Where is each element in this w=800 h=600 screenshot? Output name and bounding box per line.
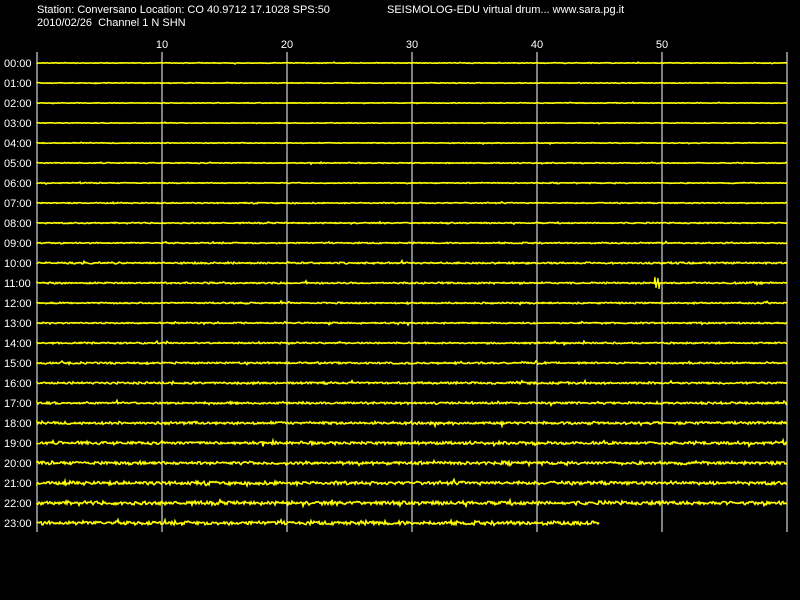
- hour-label: 05:00: [4, 158, 32, 170]
- hour-label: 11:00: [4, 278, 31, 290]
- trace-1100: [36, 279, 788, 287]
- hour-label: 10:00: [4, 258, 32, 270]
- hour-label: 15:00: [4, 358, 32, 370]
- hour-label: 12:00: [4, 298, 32, 310]
- trace-0100: [36, 81, 788, 85]
- x-tick-label: 40: [531, 39, 543, 51]
- trace-0900: [36, 240, 788, 245]
- trace-0400: [36, 141, 787, 146]
- hour-label: 02:00: [4, 98, 32, 110]
- trace-1900: [36, 437, 788, 449]
- hour-label: 19:00: [4, 438, 32, 450]
- hour-label: 09:00: [4, 238, 32, 250]
- trace-0800: [36, 220, 788, 226]
- x-tick-label: 20: [281, 39, 293, 51]
- trace-1200: [36, 299, 788, 306]
- trace-0300: [36, 121, 788, 125]
- x-tick-label: 30: [406, 39, 418, 51]
- hour-label: 21:00: [4, 478, 32, 490]
- trace-2000: [36, 458, 788, 468]
- x-tick-label: 50: [656, 39, 668, 51]
- trace-1400: [36, 339, 788, 347]
- hour-label: 03:00: [4, 118, 32, 130]
- trace-2100: [36, 477, 788, 488]
- hour-label: 17:00: [4, 398, 32, 410]
- date-channel-info: 2010/02/26 Channel 1 N SHN: [37, 17, 186, 29]
- trace-0000: [36, 61, 788, 65]
- hour-label: 04:00: [4, 138, 32, 150]
- hour-label: 16:00: [4, 378, 32, 390]
- trace-1500: [36, 359, 788, 367]
- trace-0600: [36, 180, 788, 186]
- trace-1800: [36, 419, 788, 429]
- hour-label: 23:00: [4, 518, 32, 530]
- app-title: SEISMOLOG-EDU virtual drum... www.sara.p…: [387, 4, 625, 16]
- trace-2200: [36, 497, 788, 509]
- hour-label: 07:00: [4, 198, 32, 210]
- hour-label: 18:00: [4, 418, 32, 430]
- hour-label: 14:00: [4, 338, 32, 350]
- trace-0200: [36, 101, 788, 105]
- hour-label: 00:00: [4, 58, 32, 70]
- hour-label: 08:00: [4, 218, 32, 230]
- trace-0700: [36, 200, 788, 205]
- hour-label: 01:00: [4, 78, 32, 90]
- trace-2300: [36, 517, 600, 527]
- trace-1700: [36, 398, 788, 408]
- hour-label: 13:00: [4, 318, 32, 330]
- x-tick-label: 10: [156, 39, 168, 51]
- hour-label: 22:00: [4, 498, 32, 510]
- hour-label: 20:00: [4, 458, 32, 470]
- event-spike: [653, 276, 661, 290]
- trace-0500: [36, 160, 788, 166]
- trace-1600: [36, 378, 788, 386]
- trace-1000: [36, 258, 788, 266]
- station-info: Station: Conversano Location: CO 40.9712…: [37, 4, 330, 16]
- trace-1300: [36, 320, 788, 327]
- hour-label: 06:00: [4, 178, 32, 190]
